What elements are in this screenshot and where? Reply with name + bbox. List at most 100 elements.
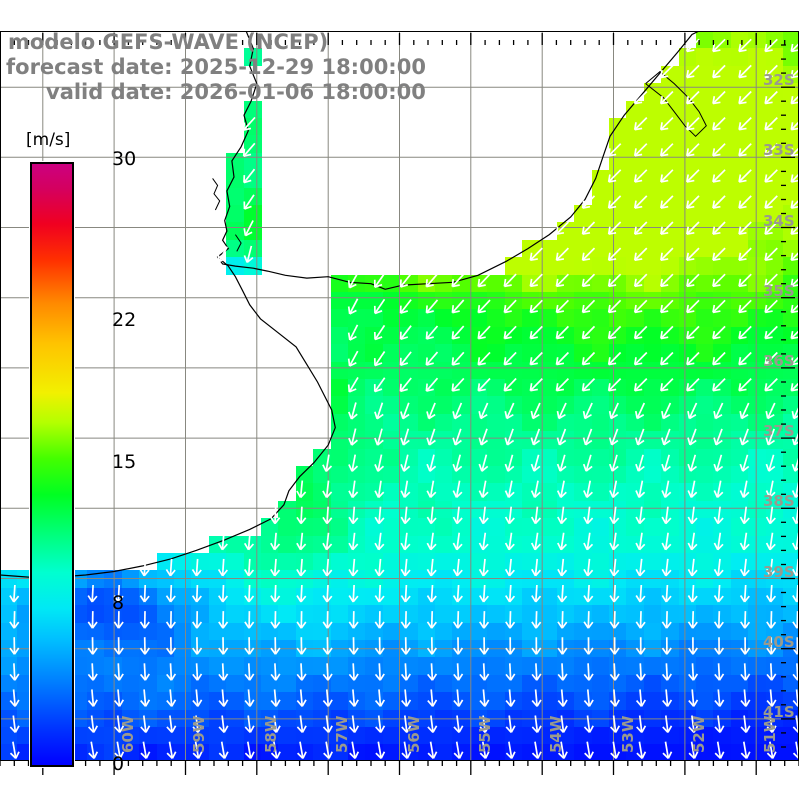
wind-arrow	[9, 611, 20, 629]
wind-arrow	[581, 325, 596, 340]
map-plot-area[interactable]	[0, 31, 799, 761]
wind-arrow	[323, 741, 333, 760]
wind-arrow	[165, 558, 176, 577]
wind-arrow	[557, 741, 568, 760]
wind-arrow	[87, 663, 98, 681]
wind-arrow	[166, 715, 177, 733]
wind-arrow	[714, 741, 725, 760]
wind-arrow	[766, 741, 777, 760]
wind-arrow	[139, 611, 150, 629]
wind-arrow	[790, 199, 799, 209]
wind-arrow	[375, 715, 386, 733]
wind-arrow	[790, 172, 799, 183]
wind-arrow	[607, 247, 622, 262]
wind-arrow	[218, 715, 229, 733]
wind-arrow	[713, 480, 724, 499]
wind-arrow	[425, 351, 439, 366]
wind-arrow	[374, 506, 385, 525]
wind-arrow	[583, 637, 594, 655]
wind-arrow	[738, 64, 752, 79]
wind-arrow	[662, 689, 673, 707]
wind-arrow	[790, 251, 799, 262]
wind-arrow	[660, 195, 674, 209]
wind-arrow	[503, 377, 517, 392]
wind-arrow	[478, 532, 489, 551]
wind-arrow	[270, 741, 281, 760]
wind-arrow	[426, 584, 437, 603]
wind-arrow	[348, 584, 359, 603]
wind-arrow	[191, 611, 203, 629]
wind-arrow	[270, 637, 281, 655]
wind-arrow	[348, 558, 359, 577]
wind-arrow	[635, 532, 646, 551]
wind-arrow	[583, 532, 594, 551]
wind-arrow	[374, 637, 385, 655]
wind-arrow	[243, 245, 254, 264]
wind-arrow	[478, 480, 489, 499]
wind-arrow	[660, 378, 674, 392]
wind-arrow	[557, 611, 568, 629]
wind-arrow	[451, 299, 465, 314]
wind-arrow	[607, 351, 622, 366]
wind-arrow	[401, 741, 412, 760]
wind-arrow	[348, 637, 359, 655]
wind-arrow	[764, 377, 778, 392]
wind-arrow	[686, 116, 700, 131]
wind-arrow	[738, 273, 752, 288]
wind-arrow	[452, 611, 463, 629]
wind-arrow	[87, 715, 99, 733]
wind-arrow	[347, 350, 359, 367]
wind-arrow	[581, 247, 596, 262]
wind-arrow	[713, 454, 724, 472]
wind-arrow	[713, 584, 724, 603]
wind-arrow	[373, 298, 386, 315]
wind-arrow	[244, 663, 255, 681]
wind-arrow	[452, 480, 463, 499]
wind-arrow	[686, 325, 700, 340]
wind-arrow	[712, 169, 726, 183]
wind-arrow	[687, 480, 698, 499]
wind-arrow	[739, 584, 750, 603]
wind-arrow	[714, 689, 725, 707]
wind-arrow	[374, 663, 385, 681]
wind-arrow	[764, 247, 778, 262]
wind-arrow	[322, 689, 333, 707]
colorbar[interactable]: 30 22 15 8 0	[29, 148, 136, 775]
wind-arrow	[660, 247, 674, 262]
wind-arrow	[660, 221, 674, 235]
wind-arrow	[426, 402, 436, 420]
wind-arrow	[477, 299, 491, 314]
wind-arrow	[609, 637, 620, 655]
wind-arrow	[635, 611, 646, 629]
wind-arrow	[660, 325, 674, 340]
wind-arrow	[556, 480, 567, 499]
wind-arrow	[687, 584, 698, 603]
wind-arrow	[764, 64, 778, 79]
wind-arrow	[531, 611, 542, 629]
wind-arrow	[140, 715, 151, 733]
wind-arrow	[504, 402, 515, 420]
wind-arrow	[790, 94, 799, 105]
wind-arrow	[608, 428, 619, 446]
wind-arrow	[270, 689, 281, 707]
wind-arrow	[557, 558, 568, 577]
wind-arrow	[712, 116, 726, 131]
wind-arrow	[9, 715, 20, 733]
wind-arrow	[686, 38, 700, 53]
wind-arrow	[218, 689, 229, 707]
wind-arrow	[687, 454, 698, 472]
wind-arrow	[790, 303, 799, 314]
wind-arrow	[765, 532, 776, 551]
wind-arrow	[791, 429, 799, 446]
colorbar-units-label: [m/s]	[26, 130, 71, 150]
wind-arrow	[479, 715, 490, 733]
wind-arrow	[661, 611, 672, 629]
wind-arrow	[347, 376, 359, 393]
wind-arrow	[766, 637, 777, 655]
wind-arrow	[738, 143, 752, 157]
wind-arrow	[503, 351, 517, 366]
wind-direction-arrows	[9, 38, 799, 760]
wind-arrow	[557, 689, 568, 707]
wind-arrow	[452, 402, 463, 420]
wind-arrow	[607, 273, 622, 288]
